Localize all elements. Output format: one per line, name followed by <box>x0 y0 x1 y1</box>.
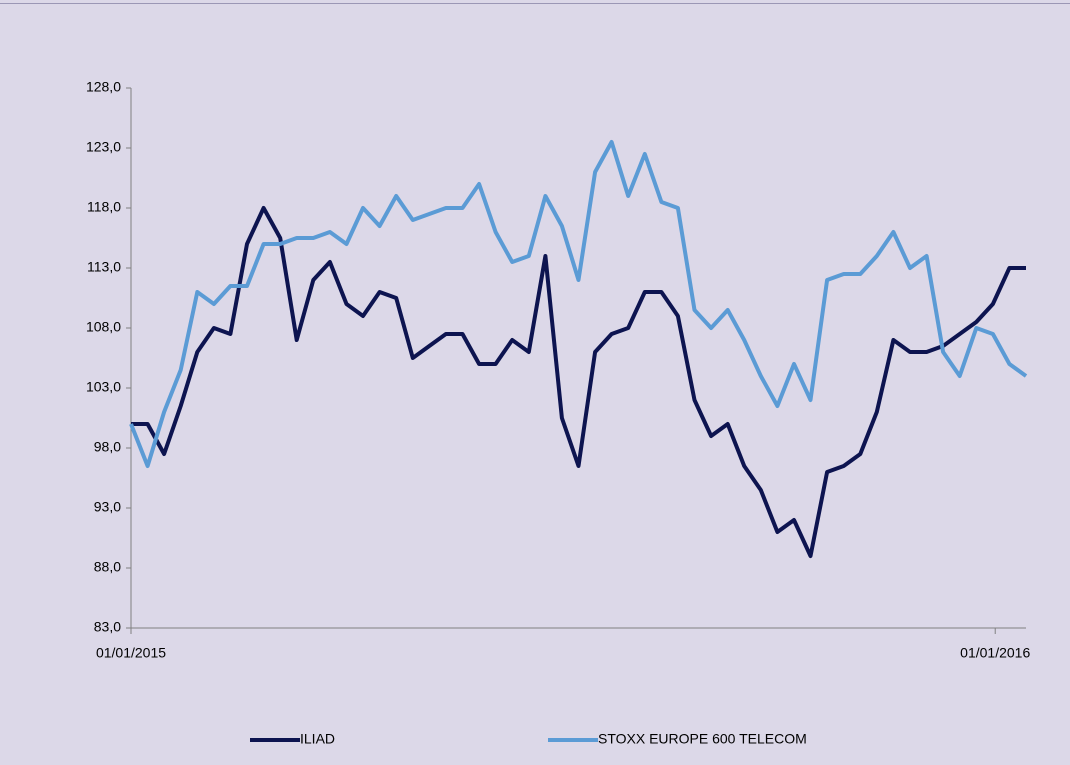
legend-label: STOXX EUROPE 600 TELECOM <box>598 731 807 747</box>
x-tick-label: 01/01/2015 <box>96 645 166 661</box>
y-tick-label: 103,0 <box>86 379 121 395</box>
y-tick-label: 113,0 <box>87 259 121 275</box>
y-tick-label: 83,0 <box>94 619 121 635</box>
series-line <box>129 140 1028 468</box>
y-tick-label: 128,0 <box>86 79 121 95</box>
y-tick-label: 88,0 <box>94 559 121 575</box>
y-tick-label: 93,0 <box>94 499 121 515</box>
legend-label: ILIAD <box>300 731 335 747</box>
series-line <box>131 206 1026 558</box>
y-tick-label: 98,0 <box>94 439 121 455</box>
y-tick-label: 123,0 <box>86 139 121 155</box>
x-tick-label: 01/01/2016 <box>960 645 1030 661</box>
y-tick-label: 108,0 <box>86 319 121 335</box>
y-tick-label: 118,0 <box>87 199 121 215</box>
